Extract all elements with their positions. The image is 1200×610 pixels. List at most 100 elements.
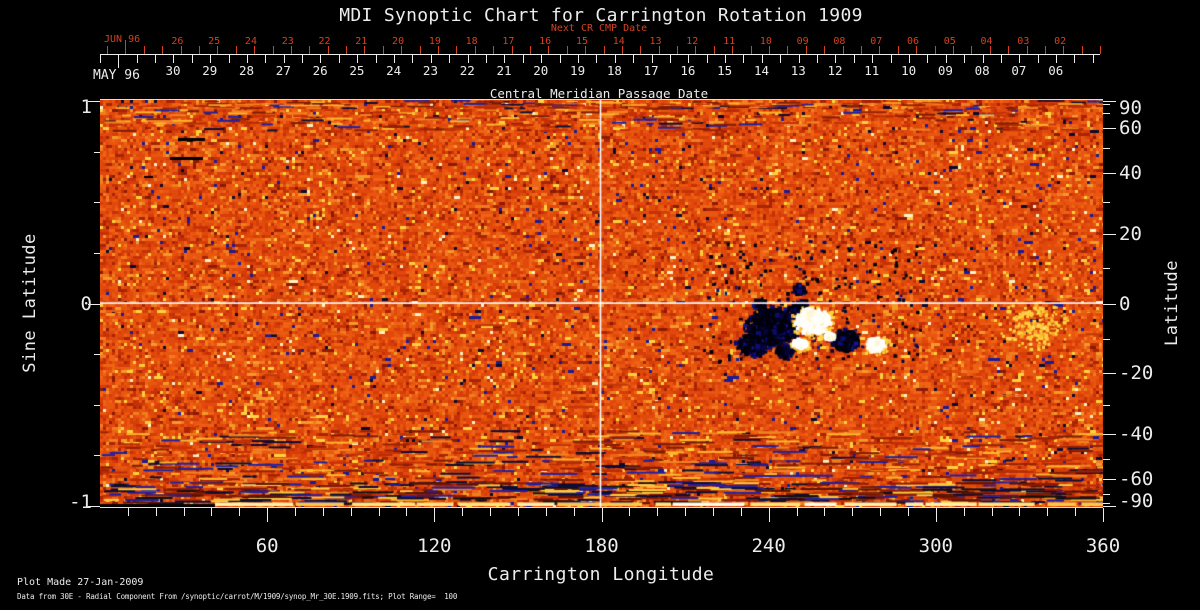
latitude-tick (1103, 173, 1116, 175)
next-cr-date-tick (916, 46, 918, 54)
longitude-tick-label: 360 (1085, 535, 1121, 557)
latitude-tick-label: 60 (1119, 117, 1142, 140)
cmp-date-label: 07 (1011, 63, 1027, 78)
cmp-date-tick (541, 55, 543, 63)
next-cr-date-tick (309, 46, 311, 54)
cmp-date-label: 30 (165, 63, 181, 78)
next-cr-date-tick (952, 46, 954, 54)
cmp-date-label: 13 (790, 63, 806, 78)
next-cr-date-label: 17 (502, 36, 515, 47)
carrington-longitude-axis-title: Carrington Longitude (487, 564, 715, 585)
cmp-date-tick (945, 55, 947, 63)
cmp-date-tick (835, 55, 837, 63)
latitude-tick (1103, 493, 1110, 495)
next-cr-date-label: 22 (318, 36, 331, 47)
cmp-date-tick (669, 55, 671, 63)
latitude-tick (1103, 506, 1116, 507)
next-cr-date-tick (658, 46, 660, 54)
sine-latitude-tick (94, 404, 100, 406)
cmp-date-label: 28 (239, 63, 255, 78)
cmp-date-tick (890, 55, 892, 63)
next-cr-date-tick (235, 46, 237, 54)
sine-latitude-tick (94, 151, 100, 153)
next-cr-date-tick (346, 46, 348, 54)
cmp-date-tick (302, 55, 304, 63)
next-cr-date-label: 03 (1017, 36, 1030, 47)
latitude-tick (1103, 433, 1116, 435)
next-cr-date-tick (621, 46, 623, 54)
next-cr-date-tick (327, 46, 329, 54)
cmp-date-tick (338, 55, 340, 63)
cmp-date-tick (320, 55, 322, 63)
magnetogram-canvas (100, 100, 1103, 507)
next-cr-date-tick (290, 46, 292, 54)
longitude-tick-label: 60 (255, 535, 279, 557)
longitude-tick (406, 508, 408, 516)
next-cr-date-tick (1081, 46, 1083, 54)
cmp-date-tick (1074, 55, 1076, 63)
cmp-axis-title: Central Meridian Passage Date (489, 86, 709, 101)
next-cr-date-tick (971, 46, 973, 54)
cmp-date-tick (1056, 55, 1058, 63)
latitude-tick (1103, 148, 1110, 150)
cmp-date-tick (485, 55, 487, 63)
next-cr-date-tick (419, 46, 421, 54)
longitude-tick (991, 508, 993, 516)
longitude-tick (127, 508, 129, 516)
next-cr-date-tick (474, 46, 476, 54)
next-month-label: JUN 96 (104, 34, 141, 45)
next-cr-date-tick (143, 46, 145, 54)
latitude-tick-label: 90 (1119, 97, 1142, 119)
longitude-tick (490, 508, 492, 516)
longitude-tick (155, 508, 157, 516)
next-cr-date-tick (989, 46, 991, 54)
cmp-date-tick (798, 55, 800, 63)
longitude-tick (963, 508, 965, 516)
latitude-tick (1103, 202, 1110, 204)
next-cr-date-tick (695, 46, 697, 54)
plot-made-note: Plot Made 27-Jan-2009 (17, 577, 144, 588)
sine-latitude-tick (94, 354, 100, 356)
cmp-date-tick (614, 55, 616, 63)
cmp-date-label: 14 (753, 63, 769, 78)
sine-latitude-tick (94, 202, 100, 204)
next-cr-cmp-date-label: Next CR CMP Date (550, 23, 648, 34)
longitude-tick-label: 120 (417, 535, 452, 557)
next-cr-date-tick (732, 46, 734, 54)
sine-latitude-tick (88, 303, 100, 305)
next-cr-date-tick (548, 46, 550, 54)
next-cr-date-tick (438, 46, 440, 54)
next-cr-date-label: 21 (355, 36, 368, 47)
next-cr-date-label: 07 (870, 36, 883, 47)
next-cr-date-label: 12 (686, 36, 699, 47)
longitude-tick (295, 508, 297, 516)
longitude-tick (350, 508, 352, 516)
next-cr-date-tick (382, 46, 384, 54)
cmp-date-label: 27 (275, 63, 291, 78)
sine-latitude-tick (88, 101, 100, 102)
next-cr-date-tick (529, 46, 531, 54)
latitude-tick (1103, 478, 1116, 480)
longitude-tick-label: 300 (918, 535, 953, 557)
next-cr-date-label: 05 (943, 36, 956, 47)
latitude-tick-label: -60 (1119, 467, 1154, 490)
cmp-date-tick (1019, 55, 1021, 63)
latitude-tick (1103, 404, 1110, 406)
next-cr-date-label: 26 (171, 36, 184, 47)
next-cr-date-tick (1063, 46, 1065, 54)
cmp-date-label: 25 (349, 63, 365, 78)
longitude-tick (211, 508, 213, 516)
longitude-tick (1075, 508, 1077, 516)
cmp-date-tick (780, 55, 782, 63)
next-cr-date-label: 23 (281, 36, 294, 47)
latitude-tick-label: -40 (1119, 422, 1154, 445)
cmp-date-label: 26 (312, 63, 328, 78)
cmp-date-tick (596, 55, 598, 63)
cmp-date-tick (357, 55, 359, 63)
cmp-date-tick (559, 55, 561, 63)
sine-latitude-tick (88, 506, 100, 507)
longitude-tick (1047, 508, 1049, 516)
latitude-tick-label: -20 (1119, 361, 1154, 384)
cmp-date-tick (412, 55, 414, 63)
